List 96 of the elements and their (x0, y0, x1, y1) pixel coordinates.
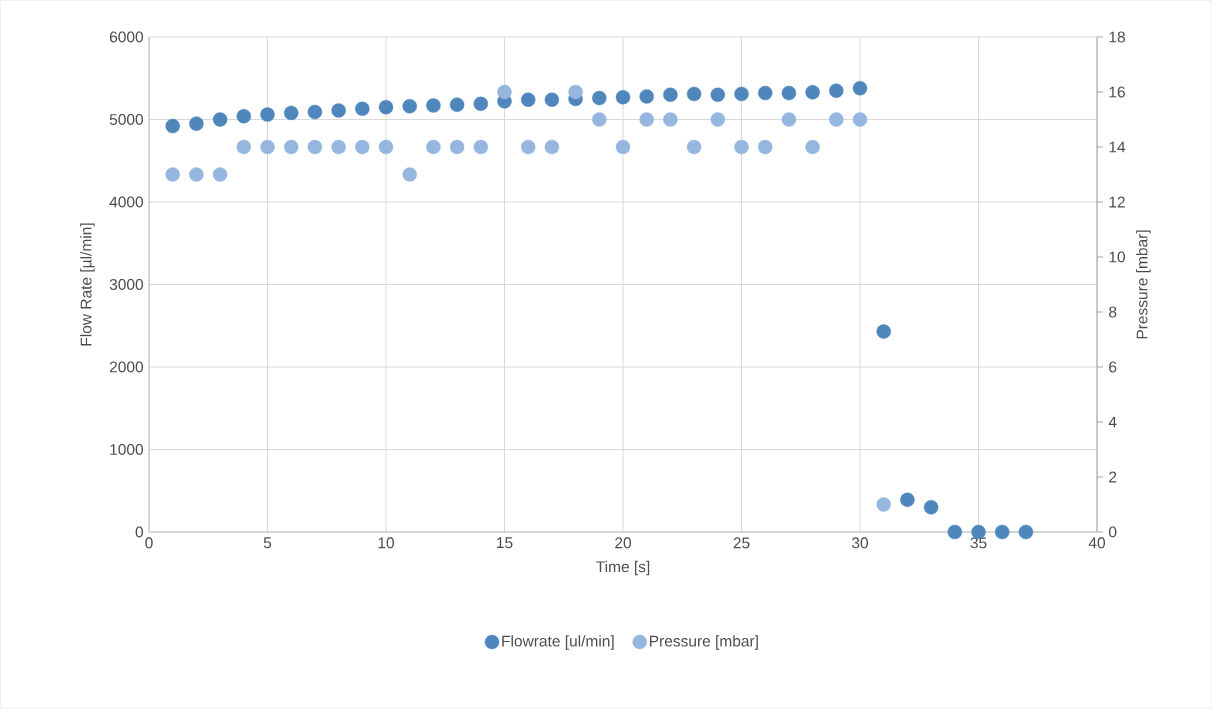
x-tick-label: 0 (145, 537, 153, 549)
y-axis-title: Flow Rate [µl/min] (80, 223, 95, 346)
point (947, 524, 963, 540)
point (876, 497, 891, 512)
x-tick-label: 35 (970, 537, 987, 549)
point (592, 90, 607, 106)
point (805, 85, 820, 100)
point (710, 87, 725, 102)
point (212, 167, 228, 182)
legend-label: Flowrate [ul/min] (502, 635, 614, 650)
point (165, 167, 180, 182)
y2-tick-label: 12 (1109, 196, 1125, 208)
point (663, 112, 678, 127)
point (402, 167, 417, 182)
point (284, 105, 299, 121)
x-axis-title: Time [s] (596, 560, 650, 576)
point (260, 139, 275, 155)
y2-tick-label: 14 (1109, 141, 1126, 153)
point (236, 109, 251, 124)
point (449, 139, 465, 155)
x-tick-label: 10 (378, 537, 395, 549)
y2-tick-label: 10 (1109, 251, 1126, 263)
point (639, 112, 654, 127)
point (473, 96, 488, 112)
point (805, 139, 820, 155)
y2-tick-label: 4 (1108, 416, 1117, 428)
point (521, 139, 536, 155)
point (189, 167, 204, 182)
y-tick-label: 2000 (109, 361, 144, 373)
point (592, 112, 607, 127)
x-tick-label: 15 (497, 537, 513, 549)
point (1018, 524, 1034, 540)
y2-tick-label: 2 (1109, 471, 1117, 483)
point (449, 97, 465, 112)
point (331, 139, 346, 155)
x-tick-label: 25 (733, 537, 750, 549)
y-tick-label: 4000 (109, 196, 144, 208)
point (923, 500, 939, 515)
point (829, 112, 844, 127)
y2-tick-label: 0 (1108, 526, 1117, 538)
point (758, 85, 773, 101)
point (852, 80, 868, 96)
point (236, 139, 251, 155)
x-tick-label: 20 (615, 537, 632, 549)
point (900, 492, 915, 508)
y-tick-label: 0 (135, 526, 144, 538)
point (995, 524, 1010, 540)
point (189, 116, 204, 131)
x-tick-label: 5 (263, 537, 272, 549)
point (734, 86, 749, 102)
point (307, 104, 323, 120)
point (615, 139, 631, 155)
y2-tick-label: 8 (1109, 306, 1117, 318)
y-tick-label: 5000 (109, 114, 144, 125)
point (473, 139, 488, 155)
point (781, 112, 797, 127)
y2-tick-label: 18 (1109, 31, 1125, 43)
point (165, 118, 180, 134)
point (284, 139, 299, 155)
point (544, 92, 560, 107)
point (402, 99, 417, 114)
y-tick-label: 3000 (109, 279, 144, 290)
point (355, 101, 370, 116)
point (734, 139, 749, 155)
legend-label: Pressure [mbar] (649, 635, 758, 650)
point (212, 112, 228, 127)
point (876, 324, 891, 339)
point (307, 139, 323, 155)
point (710, 112, 725, 127)
point (497, 84, 512, 100)
x-tick-label: 40 (1088, 537, 1106, 549)
y2-tick-label: 6 (1109, 361, 1117, 373)
point (639, 89, 654, 104)
y2-axis-title: Pressure [mbar] (1136, 230, 1151, 339)
point (544, 139, 560, 155)
point (568, 84, 583, 100)
point (378, 99, 394, 115)
y-tick-label: 6000 (109, 31, 144, 43)
point (521, 92, 536, 107)
point (852, 112, 868, 127)
point (426, 98, 441, 113)
y-tick-label: 1000 (110, 444, 144, 455)
point (426, 139, 441, 155)
point (686, 86, 702, 102)
point (829, 83, 844, 98)
point (260, 107, 275, 122)
point (355, 139, 370, 155)
point (686, 139, 702, 155)
point (378, 139, 394, 155)
y2-tick-label: 16 (1109, 86, 1125, 98)
point (331, 103, 346, 118)
point (663, 87, 678, 102)
point (781, 85, 797, 101)
point (615, 90, 631, 105)
point (758, 139, 773, 155)
x-tick-label: 30 (851, 537, 869, 549)
